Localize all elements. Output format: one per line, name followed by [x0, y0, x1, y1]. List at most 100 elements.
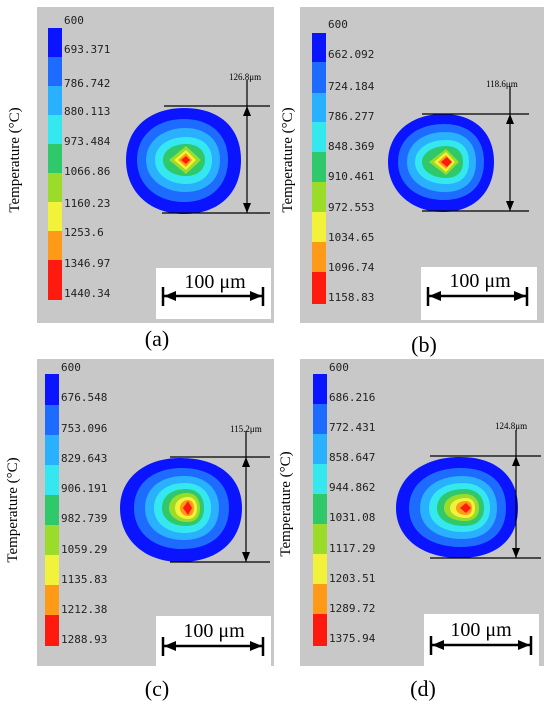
y-axis-label: Temperature (°C) — [280, 107, 296, 212]
colorbar-tick-label: 1160.23 — [64, 197, 110, 210]
colorbar-swatch — [312, 152, 326, 182]
colorbar-swatch — [313, 464, 327, 494]
colorbar-swatch — [48, 260, 62, 300]
panel-label: (b) — [411, 332, 437, 357]
arrowhead — [506, 114, 514, 124]
colorbar-tick-label: 753.096 — [61, 422, 107, 435]
colorbar-swatch — [313, 374, 327, 404]
colorbar-tick-label: 848.369 — [328, 140, 374, 153]
colorbar-tick-label: 858.647 — [329, 451, 375, 464]
colorbar-tick-label: 1066.86 — [64, 165, 110, 178]
colorbar-tick-label: 1034.65 — [328, 231, 374, 244]
arrowhead — [429, 291, 441, 301]
colorbar-tick-label: 724.184 — [328, 80, 375, 93]
panel-c: Temperature (°C) 600 676.548 753.096 829… — [5, 359, 274, 701]
y-axis-label: Temperature (°C) — [5, 457, 21, 562]
colorbar-swatch — [312, 93, 326, 122]
colorbar-swatch — [312, 272, 326, 304]
arrowhead — [164, 291, 176, 301]
scale-bar-label: 100 μm — [450, 619, 512, 641]
colorbar-swatch — [48, 202, 62, 231]
dimension-label: 118.6μm — [486, 79, 518, 89]
arrowhead — [242, 552, 250, 562]
width-dimension: 115.2μm — [170, 424, 270, 563]
arrowhead — [514, 291, 526, 301]
colorbar-swatch — [312, 122, 326, 152]
colorbar-swatch — [45, 374, 59, 405]
panel-label: (d) — [410, 676, 436, 701]
colorbar-tick-label: 1289.72 — [329, 602, 375, 615]
colorbar-swatch — [312, 182, 326, 212]
panel-a: Temperature (°C) 600 693.371 786.742 880… — [7, 7, 274, 351]
melt-pool-contour — [120, 458, 242, 562]
colorbar-tick-label: 829.643 — [61, 452, 107, 465]
dimension-label: 115.2μm — [230, 424, 262, 434]
scale-bar: 100 μm — [421, 267, 537, 320]
colorbar-swatch — [45, 405, 59, 435]
colorbar-swatch — [48, 115, 62, 144]
temperature-band — [181, 156, 190, 164]
melt-pool-contour — [388, 114, 494, 212]
arrowhead — [432, 640, 444, 650]
colorbar-swatch — [313, 434, 327, 464]
colorbar-swatch — [45, 525, 59, 555]
colorbar: 600 686.216 772.431 858.647 944.862 1031… — [313, 361, 376, 646]
colorbar-tick-label: 1096.74 — [328, 261, 375, 274]
panel-b: Temperature (°C) 600 662.092 724.184 786… — [280, 7, 544, 357]
y-axis-label: Temperature (°C) — [7, 107, 23, 212]
y-axis-label: Temperature (°C) — [278, 451, 294, 556]
arrowhead — [250, 641, 262, 651]
scale-bar: 100 μm — [424, 614, 539, 666]
colorbar: 600 693.371 786.742 880.113 973.484 1066… — [48, 14, 111, 300]
colorbar: 600 676.548 753.096 829.643 906.191 982.… — [45, 361, 107, 646]
arrowhead — [512, 548, 520, 558]
melt-pool-contour — [396, 457, 518, 558]
arrowhead — [250, 291, 262, 301]
colorbar-tick-label: 662.092 — [328, 48, 374, 61]
colorbar-swatch — [312, 242, 326, 272]
colorbar-swatch — [312, 33, 326, 62]
colorbar-swatch — [313, 554, 327, 584]
colorbar-swatch — [313, 584, 327, 614]
colorbar-tick-label: 600 — [329, 361, 349, 374]
colorbar-tick-label: 693.371 — [64, 43, 110, 56]
colorbar-swatch — [313, 614, 327, 646]
dimension-label: 126.8μm — [229, 72, 261, 82]
panel-d: Temperature (°C) 600 686.216 772.431 858… — [278, 359, 544, 701]
arrowhead — [506, 201, 514, 211]
arrowhead — [242, 457, 250, 467]
colorbar-tick-label: 1288.93 — [61, 633, 107, 646]
colorbar-swatch — [313, 524, 327, 554]
colorbar-swatch — [45, 615, 59, 646]
arrowhead — [512, 456, 520, 466]
colorbar-tick-label: 1212.38 — [61, 603, 107, 616]
panel-label: (c) — [145, 676, 169, 701]
colorbar-tick-label: 600 — [328, 18, 348, 31]
colorbar-tick-label: 600 — [61, 361, 81, 374]
colorbar-tick-label: 1031.08 — [329, 511, 375, 524]
colorbar-tick-label: 972.553 — [328, 201, 374, 214]
colorbar-tick-label: 786.277 — [328, 110, 374, 123]
colorbar-tick-label: 1346.97 — [64, 257, 110, 270]
temperature-band — [183, 501, 192, 515]
colorbar-tick-label: 676.548 — [61, 391, 107, 404]
colorbar-tick-label: 786.742 — [64, 77, 110, 90]
colorbar-tick-label: 772.431 — [329, 421, 375, 434]
colorbar: 600 662.092 724.184 786.277 848.369 910.… — [312, 18, 375, 304]
scale-bar-label: 100 μm — [183, 620, 245, 642]
colorbar-tick-label: 910.461 — [328, 170, 374, 183]
panel-label: (a) — [145, 326, 169, 351]
temperature-band — [441, 157, 452, 167]
colorbar-tick-label: 973.484 — [64, 135, 111, 148]
colorbar-tick-label: 1059.29 — [61, 543, 107, 556]
colorbar-tick-label: 600 — [64, 14, 84, 27]
colorbar-tick-label: 1375.94 — [329, 632, 376, 645]
colorbar-swatch — [48, 86, 62, 115]
scale-bar-box — [156, 616, 271, 666]
width-dimension: 118.6μm — [422, 79, 529, 212]
colorbar-tick-label: 1158.83 — [328, 291, 374, 304]
colorbar-tick-label: 880.113 — [64, 105, 110, 118]
colorbar-swatch — [312, 212, 326, 242]
colorbar-tick-label: 1135.83 — [61, 573, 107, 586]
